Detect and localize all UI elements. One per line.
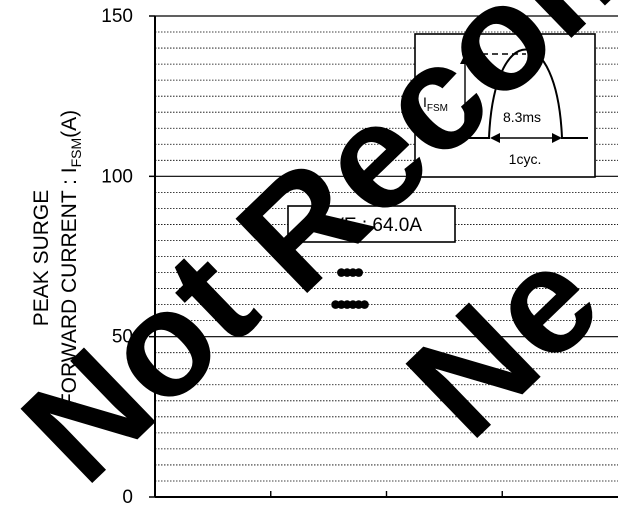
y-tick-label: 50: [112, 327, 133, 348]
inset-current-label-prefix: I: [423, 94, 427, 110]
y-axis-title: PEAK SURGE FORWARD CURRENT : IFSM(A): [30, 110, 84, 406]
y-axis-title-line2: FORWARD CURRENT : IFSM(A): [58, 110, 84, 406]
inset-pulse-width-label: 8.3ms: [503, 109, 541, 125]
data-point: [360, 300, 369, 309]
average-annotation-box: [287, 205, 456, 243]
y-tick-label: 0: [122, 487, 133, 508]
x-axis-ticks: [270, 491, 503, 497]
y-axis-title-line2-prefix: FORWARD CURRENT : I: [58, 167, 81, 406]
inset-pulse-arrow-right: [552, 133, 562, 143]
y-tick-label: 150: [101, 6, 133, 27]
inset-pulse-curve: [488, 48, 563, 139]
inset-current-label-subscript: FSM: [427, 103, 448, 114]
data-points: [331, 268, 369, 309]
average-annotation-text: AVE : 64.0A: [320, 215, 422, 236]
inset-pulse-arrow-left: [490, 133, 500, 143]
waveform-inset: IFSM 8.3ms 1cyc.: [414, 33, 596, 178]
y-axis-title-subscript: FSM: [68, 138, 84, 168]
y-axis-title-line2-suffix: (A): [58, 110, 81, 138]
data-point: [354, 268, 364, 277]
inset-peak-arrow-down: [460, 128, 470, 138]
inset-frame: [414, 33, 596, 178]
y-axis-title-line1: PEAK SURGE: [30, 190, 53, 327]
y-tick-label: 100: [101, 166, 133, 187]
inset-cycle-label: 1cyc.: [509, 151, 542, 167]
inset-peak-arrow-up: [460, 54, 470, 64]
y-axis-ticks: 0 50 100 150: [101, 6, 155, 508]
average-annotation: AVE : 64.0A: [287, 205, 456, 243]
inset-current-label: IFSM: [423, 94, 448, 114]
